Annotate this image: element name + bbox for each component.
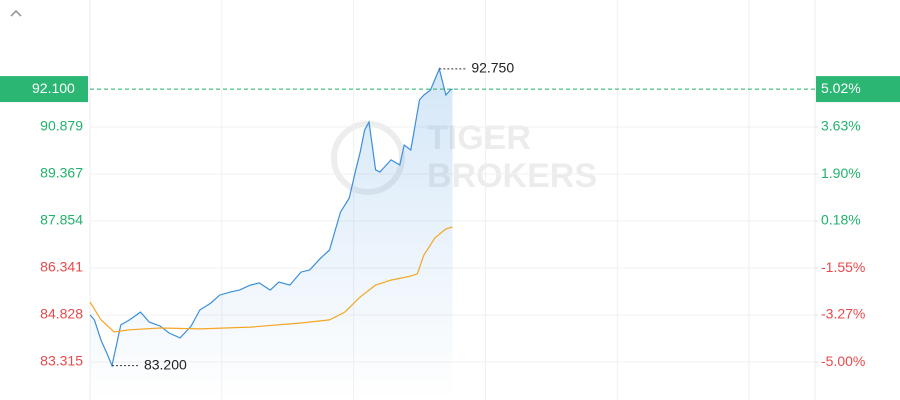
y-tick-label: 89.367 [40,165,83,181]
y-tick-label: 83.315 [40,353,83,369]
y2-tick-label: -3.27% [821,306,865,322]
y-tick-label: 87.854 [40,212,83,228]
change-box [816,76,900,103]
collapse-icon[interactable] [10,9,22,17]
y2-tick-label: -5.00% [821,353,865,369]
price-line [89,67,453,368]
change-label: 5.02% [821,80,861,96]
y2-tick-label: 0.18% [821,212,861,228]
average-line [89,226,453,333]
y2-tick-label: 3.63% [821,118,861,134]
y-tick-label: 86.341 [40,259,83,275]
last-price-box [0,76,88,103]
y-tick-label: 84.828 [40,306,83,322]
annotation-label: 92.750 [471,60,514,76]
watermark-text: BROKERS [427,157,597,195]
last-price-label: 92.100 [32,80,75,96]
y2-tick-label: 1.90% [821,165,861,181]
y-tick-label: 90.879 [40,118,83,134]
annotation-label: 83.200 [144,356,187,372]
price-area [90,68,453,400]
y2-tick-label: -1.55% [821,259,865,275]
